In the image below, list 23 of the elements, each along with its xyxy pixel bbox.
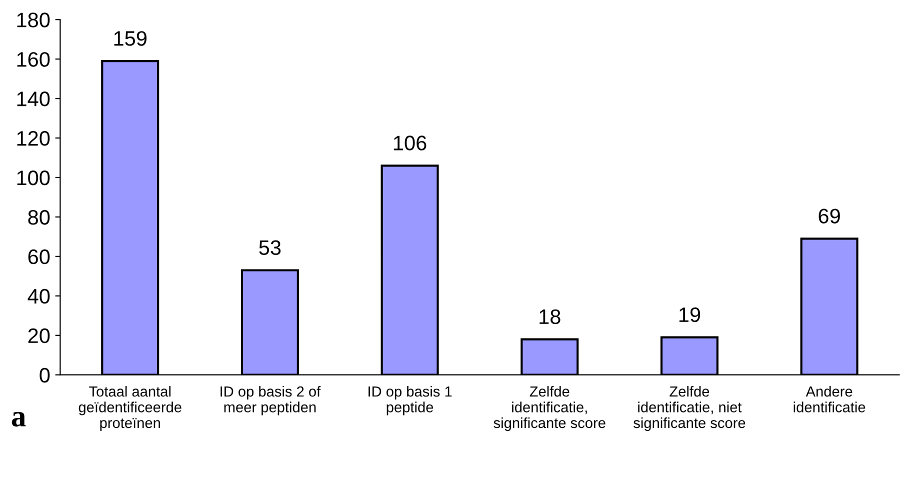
x-tick-label: Andere identificatie bbox=[794, 386, 866, 412]
y-tick-label: 0 bbox=[40, 368, 50, 383]
x-tick-label: Zelfde identificatie, niet significante score bbox=[634, 386, 746, 431]
data-label: 19 bbox=[679, 307, 700, 322]
data-label: 18 bbox=[540, 309, 560, 324]
y-tick-label: 60 bbox=[28, 249, 50, 264]
y-tick-label: 180 bbox=[17, 12, 50, 28]
y-tick-label: 140 bbox=[17, 92, 50, 106]
data-label: 106 bbox=[394, 136, 426, 150]
x-tick-label: ID op basis 1 peptide bbox=[368, 386, 452, 416]
y-tick-label: 20 bbox=[28, 328, 50, 344]
y-tick-label: 40 bbox=[28, 288, 50, 304]
x-tick-label: Totaal aantal geïdentificeerde proteïnen bbox=[78, 386, 182, 431]
y-tick-label: 160 bbox=[17, 52, 50, 67]
data-label: 53 bbox=[259, 240, 281, 256]
data-label: 69 bbox=[818, 208, 840, 224]
y-tick-label: 120 bbox=[17, 131, 50, 146]
data-label: 159 bbox=[114, 31, 147, 46]
x-tick-label: Zelfde identificatie, significante score bbox=[494, 386, 606, 431]
y-tick-label: 80 bbox=[28, 210, 50, 225]
x-tick-label: ID op basis 2 of meer peptiden bbox=[220, 386, 321, 416]
text: a bbox=[12, 412, 26, 427]
y-tick-label: 100 bbox=[17, 170, 50, 186]
